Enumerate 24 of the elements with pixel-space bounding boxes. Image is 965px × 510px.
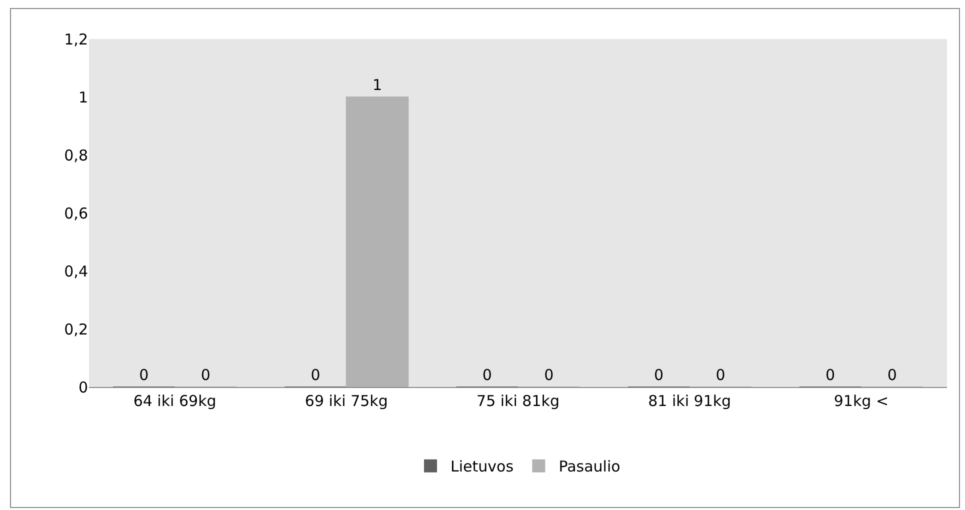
data-label: 0 — [887, 366, 897, 384]
data-label: 0 — [310, 366, 320, 384]
x-tick-label: 69 iki 75kg — [304, 392, 388, 410]
data-label: 1 — [372, 76, 382, 94]
y-tick-label: 1,2 — [64, 30, 88, 48]
x-tick-label: 75 iki 81kg — [476, 392, 560, 410]
data-label: 0 — [482, 366, 492, 384]
x-tick-label: 81 iki 91kg — [648, 392, 732, 410]
x-tick-label: 64 iki 69kg — [133, 392, 216, 410]
data-label: 0 — [654, 366, 664, 384]
y-tick-label: 0,8 — [64, 146, 88, 164]
legend-label: Lietuvos — [450, 458, 514, 476]
x-tick-label: 91kg < — [834, 392, 889, 410]
data-label: 0 — [544, 366, 554, 384]
data-label: 0 — [716, 366, 726, 384]
y-tick-label: 1 — [78, 88, 88, 106]
legend-label: Pasaulio — [558, 458, 620, 476]
y-tick-label: 0,6 — [64, 204, 88, 222]
y-tick-label: 0,4 — [64, 262, 88, 280]
data-label: 0 — [139, 366, 149, 384]
data-label: 0 — [200, 366, 210, 384]
data-label: 0 — [826, 366, 836, 384]
y-tick-label: 0 — [78, 378, 88, 396]
y-tick-label: 0,2 — [64, 320, 88, 338]
